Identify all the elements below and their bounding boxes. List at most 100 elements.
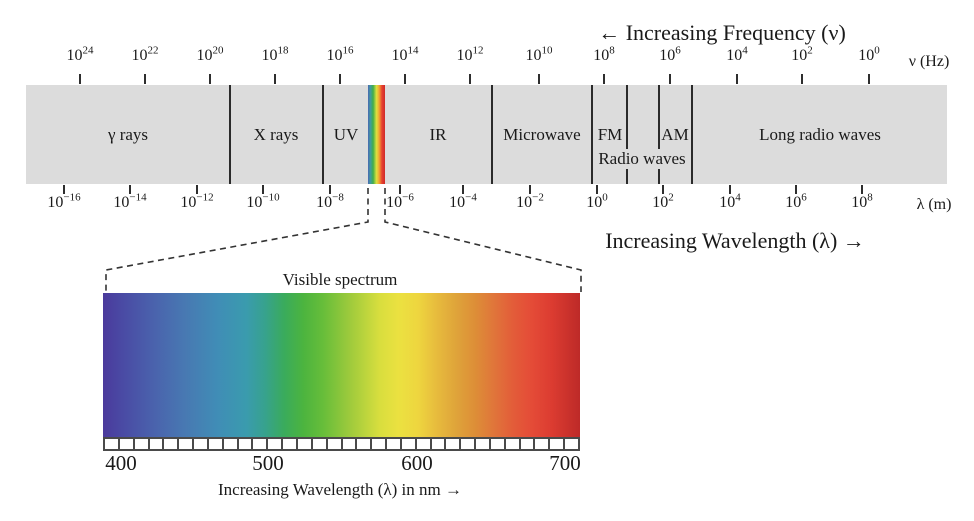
wavelength-tick-mark <box>129 185 131 194</box>
nm-tick-label: 400 <box>105 451 137 475</box>
ruler-cell <box>461 439 477 449</box>
ruler-cell <box>343 439 358 449</box>
nm-tick-label: 600 <box>401 451 433 475</box>
wavelength-tick-mark <box>529 185 531 194</box>
ruler-cell <box>194 439 209 449</box>
wavelength-tick-label: 10−14 <box>113 191 147 211</box>
band-region-label: UV <box>333 125 359 144</box>
frequency-tick-label: 1022 <box>131 44 159 64</box>
band-region-label: γ rays <box>107 125 149 144</box>
wavelength-tick-mark <box>329 185 331 194</box>
wavelength-tick-mark <box>662 185 664 194</box>
nm-ruler <box>103 437 580 451</box>
ruler-cell <box>521 439 536 449</box>
ruler-cell <box>506 439 521 449</box>
frequency-tick-mark <box>736 74 738 84</box>
frequency-tick-label: 1018 <box>261 44 289 64</box>
ruler-cell <box>402 439 417 449</box>
frequency-tick-mark <box>469 74 471 84</box>
wavelength-tick-label: 10−10 <box>246 191 280 211</box>
frequency-tick-mark <box>868 74 870 84</box>
ruler-cell <box>417 439 432 449</box>
frequency-tick-mark <box>274 74 276 84</box>
frequency-tick-mark <box>339 74 341 84</box>
band-divider <box>658 85 660 184</box>
spectrum-band <box>26 85 947 184</box>
band-region-sublabel: Radio waves <box>595 149 689 169</box>
band-region-label: AM <box>661 125 689 144</box>
frequency-tick-label: 100 <box>858 44 880 64</box>
band-region-label: FM <box>597 125 623 144</box>
wavelength-tick-label: 10−4 <box>449 191 477 211</box>
wavelength-tick-label: 102 <box>652 191 674 211</box>
ruler-cell <box>164 439 180 449</box>
wavelength-unit-label: λ (m) <box>916 196 952 213</box>
frequency-tick-label: 104 <box>726 44 748 64</box>
ruler-cell <box>209 439 224 449</box>
increasing-frequency-title: ← Increasing Frequency (ν) <box>598 20 846 45</box>
wavelength-tick-label: 106 <box>785 191 807 211</box>
frequency-tick-label: 1024 <box>66 44 94 64</box>
ruler-cell <box>372 439 388 449</box>
frequency-tick-label: 102 <box>791 44 813 64</box>
wavelength-tick-mark <box>262 185 264 194</box>
band-divider <box>591 85 593 184</box>
ruler-cell <box>357 439 373 449</box>
frequency-tick-label: 1016 <box>326 44 354 64</box>
band-divider <box>491 85 493 184</box>
ruler-cell <box>313 439 328 449</box>
frequency-tick-mark <box>669 74 671 84</box>
ruler-cell <box>179 439 195 449</box>
wavelength-tick-mark <box>63 185 65 194</box>
frequency-tick-label: 1012 <box>456 44 484 64</box>
ruler-cell <box>268 439 284 449</box>
frequency-tick-mark <box>79 74 81 84</box>
wavelength-tick-label: 100 <box>586 191 608 211</box>
ruler-cell <box>535 439 551 449</box>
frequency-tick-label: 1020 <box>196 44 224 64</box>
nm-caption: Increasing Wavelength (λ) in nm → <box>217 480 463 499</box>
frequency-tick-label: 106 <box>659 44 681 64</box>
wavelength-tick-label: 10−8 <box>316 191 344 211</box>
band-region-label: Microwave <box>503 125 581 144</box>
ruler-cell <box>253 439 269 449</box>
ruler-cell <box>550 439 566 449</box>
ruler-cell <box>491 439 506 449</box>
ruler-cell <box>135 439 150 449</box>
wavelength-tick-mark <box>596 185 598 194</box>
frequency-tick-label: 108 <box>593 44 615 64</box>
band-region-label: IR <box>429 125 447 144</box>
wavelength-tick-label: 10−12 <box>180 191 214 211</box>
ruler-cell <box>283 439 298 449</box>
ruler-cell <box>446 439 462 449</box>
wavelength-tick-label: 10−16 <box>47 191 81 211</box>
frequency-tick-mark <box>404 74 406 84</box>
visible-spectrum-bar <box>103 293 580 437</box>
ruler-cell <box>387 439 402 449</box>
ruler-cell <box>328 439 343 449</box>
wavelength-tick-mark <box>462 185 464 194</box>
wavelength-tick-mark <box>196 185 198 194</box>
frequency-tick-mark <box>209 74 211 84</box>
wavelength-tick-label: 104 <box>719 191 741 211</box>
ruler-cell <box>298 439 313 449</box>
wavelength-tick-mark <box>861 185 863 194</box>
ruler-cell <box>150 439 165 449</box>
wavelength-tick-mark <box>795 185 797 194</box>
frequency-tick-label: 1014 <box>391 44 419 64</box>
ruler-cell <box>120 439 135 449</box>
wavelength-tick-label: 108 <box>851 191 873 211</box>
ruler-cell <box>105 439 120 449</box>
increasing-wavelength-title: Increasing Wavelength (λ) → <box>605 228 865 253</box>
ruler-cell <box>565 439 578 449</box>
wavelength-tick-label: 10−2 <box>516 191 544 211</box>
band-divider <box>322 85 324 184</box>
frequency-tick-mark <box>538 74 540 84</box>
band-divider <box>229 85 231 184</box>
wavelength-tick-label: 10−6 <box>386 191 414 211</box>
visible-spectrum-label: Visible spectrum <box>282 270 398 289</box>
wavelength-tick-mark <box>729 185 731 194</box>
ruler-cell <box>224 439 239 449</box>
ruler-cell <box>432 439 447 449</box>
ruler-cell <box>239 439 254 449</box>
